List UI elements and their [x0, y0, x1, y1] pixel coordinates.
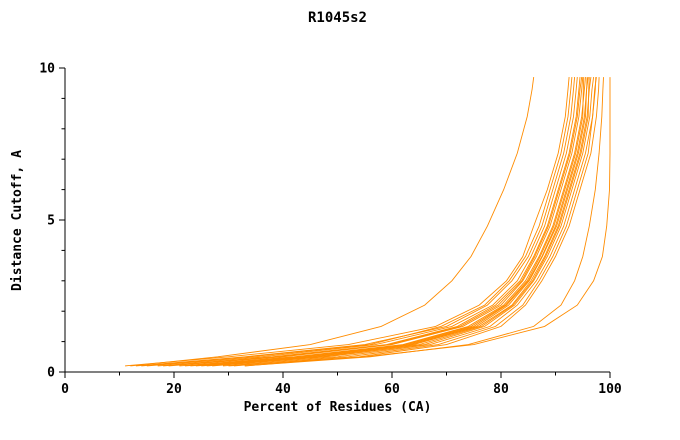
x-tick-label: 60 — [384, 382, 400, 397]
series-line-model-03 — [146, 77, 578, 367]
series-line-model-18 — [244, 77, 604, 367]
x-tick-label: 80 — [493, 382, 509, 397]
series-line-model-19 — [228, 77, 611, 367]
x-axis-label: Percent of Residues (CA) — [243, 400, 432, 415]
series-line-model-02 — [135, 77, 576, 367]
x-tick-label: 20 — [166, 382, 182, 397]
y-tick-label: 5 — [47, 214, 55, 229]
series-line-model-04 — [157, 77, 581, 367]
series-line-model-17 — [130, 77, 535, 367]
series-line-model-06 — [179, 77, 586, 367]
y-tick-label: 0 — [47, 366, 55, 381]
series-line-model-16 — [206, 77, 590, 367]
series-line-model-09 — [212, 77, 595, 367]
series-line-model-01 — [124, 77, 570, 367]
x-tick-label: 100 — [598, 382, 622, 397]
axes — [64, 68, 610, 373]
series-line-model-14 — [163, 77, 583, 367]
series-line-model-15 — [184, 77, 585, 367]
series-line-model-12 — [244, 77, 600, 367]
series-line-model-11 — [233, 77, 597, 367]
series-line-model-08 — [201, 77, 592, 367]
series-line-model-13 — [141, 77, 573, 367]
chart-title: R1045s2 — [307, 10, 367, 26]
x-tick-label: 0 — [61, 382, 69, 397]
series-line-model-20 — [195, 77, 588, 367]
series-line-model-05 — [168, 77, 584, 367]
x-tick-label: 40 — [275, 382, 291, 397]
y-tick-label: 10 — [39, 62, 55, 77]
